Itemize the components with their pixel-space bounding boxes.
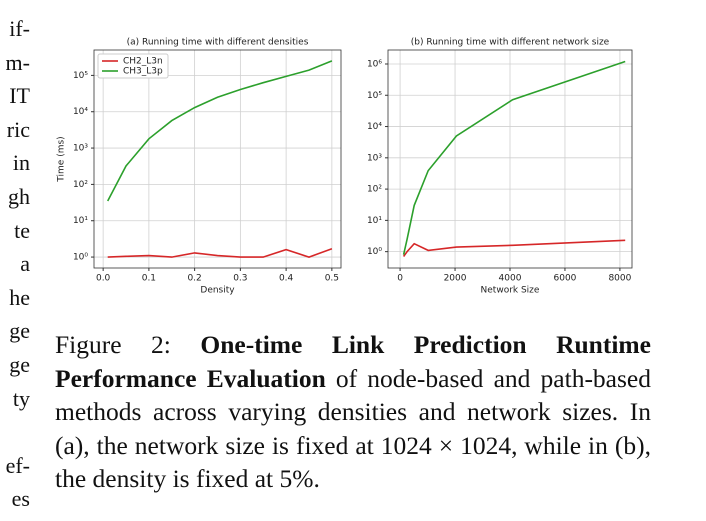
x-tick-label: 2000: [444, 274, 467, 284]
series-line: [106, 60, 333, 202]
legend-label: CH3_L3p: [123, 67, 163, 77]
y-tick-label: 10²: [367, 185, 382, 195]
caption: Figure 2: One-time Link Prediction Runti…: [55, 328, 651, 496]
y-axis-label: Time (ms): [57, 136, 67, 182]
caption-text: of node-based and path-based methods acr…: [55, 363, 651, 494]
x-axis-label: Density: [200, 286, 235, 296]
left-text: ric: [6, 116, 30, 142]
y-tick-label: 10¹: [367, 216, 382, 226]
x-axis-label: Network Size: [481, 286, 540, 296]
left-text: ef-: [5, 452, 30, 478]
legend-box: [97, 53, 169, 79]
figure: 0.0 0.1 0.2 0.3 0.4 0.5 10⁰ 10¹ 10² 10³ 10⁴ 10⁵ (a) …: [57, 38, 633, 296]
left-text: ge: [9, 351, 30, 377]
y-tick-label: 10⁵: [73, 71, 88, 81]
series-line: [402, 60, 626, 255]
y-tick-label: 10⁰: [367, 247, 382, 257]
y-tick-label: 10⁵: [367, 91, 382, 101]
left-text: if-: [9, 16, 30, 41]
x-tick-label: 0.5: [325, 274, 339, 284]
chart-title: (a) Running time with different densitie…: [127, 38, 309, 48]
x-tick-label: 0: [397, 274, 403, 284]
x-tick-label: 0.1: [142, 274, 156, 284]
left-text: ge: [9, 318, 30, 344]
y-tick-label: 10¹: [73, 216, 88, 226]
caption-label: Figure 2:: [55, 330, 171, 359]
left-text: m-: [5, 49, 30, 75]
y-tick-label: 10⁴: [367, 122, 382, 132]
left-text: gh: [8, 183, 30, 209]
y-tick-label: 10²: [73, 180, 88, 190]
y-tick-label: 10⁴: [73, 107, 88, 117]
left-text: ty: [12, 385, 30, 411]
x-tick-label: 0.0: [96, 274, 111, 284]
left-text: in: [12, 150, 30, 176]
series-line: [107, 247, 333, 258]
y-tick-label: 10³: [367, 153, 382, 163]
x-tick-label: 0.3: [233, 274, 247, 284]
left-column: if-m- IT ric in gh te a he ge ge ty ef-es: [0, 12, 30, 516]
plot-frame: [93, 49, 342, 269]
x-tick-label: 6000: [554, 274, 577, 284]
legend-label: CH2_L3n: [123, 57, 163, 67]
left-text: he: [9, 284, 30, 310]
x-tick-label: 8000: [608, 274, 631, 284]
spacer: [0, 415, 30, 449]
caption-bold: One-time Link Prediction Runtime Perform…: [55, 330, 651, 393]
series-line: [402, 239, 626, 257]
left-text: IT: [9, 83, 30, 109]
y-tick-label: 10⁰: [73, 253, 88, 263]
chart-title: (b) Running time with different network …: [411, 38, 610, 48]
x-tick-label: 4000: [499, 274, 522, 284]
x-tick-label: 0.4: [279, 274, 294, 284]
x-tick-label: 0.2: [187, 274, 201, 284]
left-text: es: [11, 486, 30, 512]
left-text: a: [20, 251, 30, 277]
left-text: te: [14, 217, 30, 243]
y-tick-label: 10⁶: [367, 59, 382, 69]
y-tick-label: 10³: [73, 144, 88, 154]
plot-frame: [387, 49, 633, 269]
